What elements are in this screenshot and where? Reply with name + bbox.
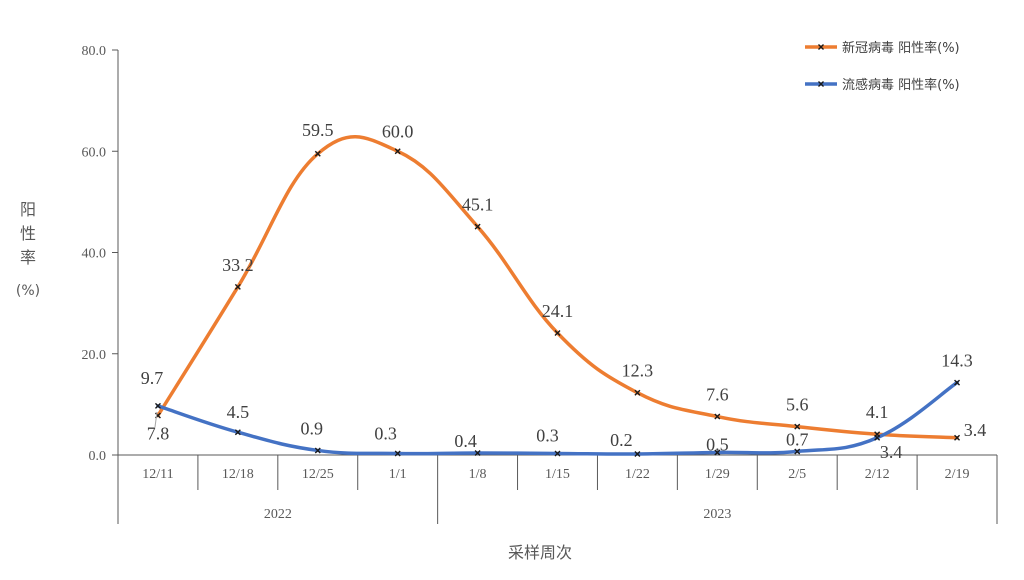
data-point <box>954 434 961 441</box>
data-label: 9.7 <box>141 368 164 388</box>
x-tick-label: 1/8 <box>469 467 487 482</box>
data-label: 0.9 <box>301 418 324 438</box>
x-tick-label: 2/19 <box>945 467 970 482</box>
year-group-label: 2023 <box>703 507 731 522</box>
legend-label: 新冠病毒 阳性率(%) <box>842 40 960 56</box>
x-tick-label: 2/12 <box>865 467 890 482</box>
data-label: 12.3 <box>622 361 654 381</box>
data-point <box>154 402 161 409</box>
data-point <box>634 389 641 396</box>
series-lines <box>156 135 959 456</box>
data-point <box>794 448 801 455</box>
y-tick-label: 80.0 <box>82 44 107 59</box>
year-group-label: 2022 <box>264 507 292 522</box>
data-label: 5.6 <box>786 395 809 415</box>
data-point <box>314 150 321 157</box>
series-line-0 <box>156 135 959 440</box>
label-leader-line <box>154 411 158 428</box>
x-category-labels: 12/11 12/18 12/25 1/1 1/8 1/15 1/22 1/29 2/5 2/12… <box>142 467 969 522</box>
data-point <box>234 283 241 290</box>
data-label: 24.1 <box>542 301 574 321</box>
data-label: 33.2 <box>222 255 254 275</box>
x-tick-label: 2/5 <box>788 467 806 482</box>
data-label: 60.0 <box>382 121 414 141</box>
data-point <box>874 434 881 441</box>
data-point <box>234 429 241 436</box>
data-label: 45.1 <box>462 195 494 215</box>
data-point <box>554 329 561 336</box>
x-tick-label: 1/15 <box>545 467 570 482</box>
data-point <box>714 449 721 456</box>
data-point <box>554 450 561 457</box>
y-tick-label: 60.0 <box>82 145 107 160</box>
legend-label: 流感病毒 阳性率(%) <box>842 77 960 93</box>
x-tick-label: 1/22 <box>625 467 650 482</box>
data-point <box>474 449 481 456</box>
legend-item: 流感病毒 阳性率(%) <box>805 77 960 93</box>
data-label: 4.5 <box>227 402 250 422</box>
legend: 新冠病毒 阳性率(%) 流感病毒 阳性率(%) <box>805 40 960 93</box>
legend-item: 新冠病毒 阳性率(%) <box>805 40 960 56</box>
data-label: 0.3 <box>536 425 559 445</box>
data-label: 3.4 <box>964 420 987 440</box>
data-label: 0.7 <box>786 429 809 449</box>
data-label: 7.8 <box>147 424 170 444</box>
data-point <box>794 423 801 430</box>
data-label: 0.4 <box>454 431 477 451</box>
data-label: 0.5 <box>706 434 729 454</box>
y-tick-label: 40.0 <box>82 247 107 262</box>
data-label: 7.6 <box>706 385 729 405</box>
data-label: 0.2 <box>610 430 633 450</box>
x-tick-label: 1/1 <box>389 467 407 482</box>
x-tick-label: 12/11 <box>142 467 173 482</box>
data-point <box>714 413 721 420</box>
x-tick-label: 12/25 <box>302 467 334 482</box>
x-tick-label: 12/18 <box>222 467 254 482</box>
data-label: 0.3 <box>374 423 397 443</box>
x-axis-label: 采样周次 <box>508 543 572 562</box>
data-point <box>314 447 321 454</box>
y-tick-label: 20.0 <box>82 348 107 363</box>
data-point <box>474 223 481 230</box>
data-point <box>954 379 961 386</box>
data-point <box>634 450 641 457</box>
data-label: 59.5 <box>302 120 334 140</box>
series-points <box>154 148 961 457</box>
axes <box>112 49 998 524</box>
data-labels: 7.8 33.2 59.5 60.0 45.1 24.1 12.3 7.6 5.6 4.1 3.4 9… <box>141 120 987 462</box>
y-tick-label: 0.0 <box>89 449 107 464</box>
data-point <box>394 450 401 457</box>
data-label: 14.3 <box>941 351 973 371</box>
y-axis-label: 阳性率(%) <box>16 200 40 299</box>
data-label: 4.1 <box>866 402 889 422</box>
y-tick-labels: 0.0 20.0 40.0 60.0 80.0 <box>82 44 107 464</box>
data-label: 3.4 <box>880 442 903 462</box>
data-point <box>394 148 401 155</box>
x-tick-label: 1/29 <box>705 467 730 482</box>
